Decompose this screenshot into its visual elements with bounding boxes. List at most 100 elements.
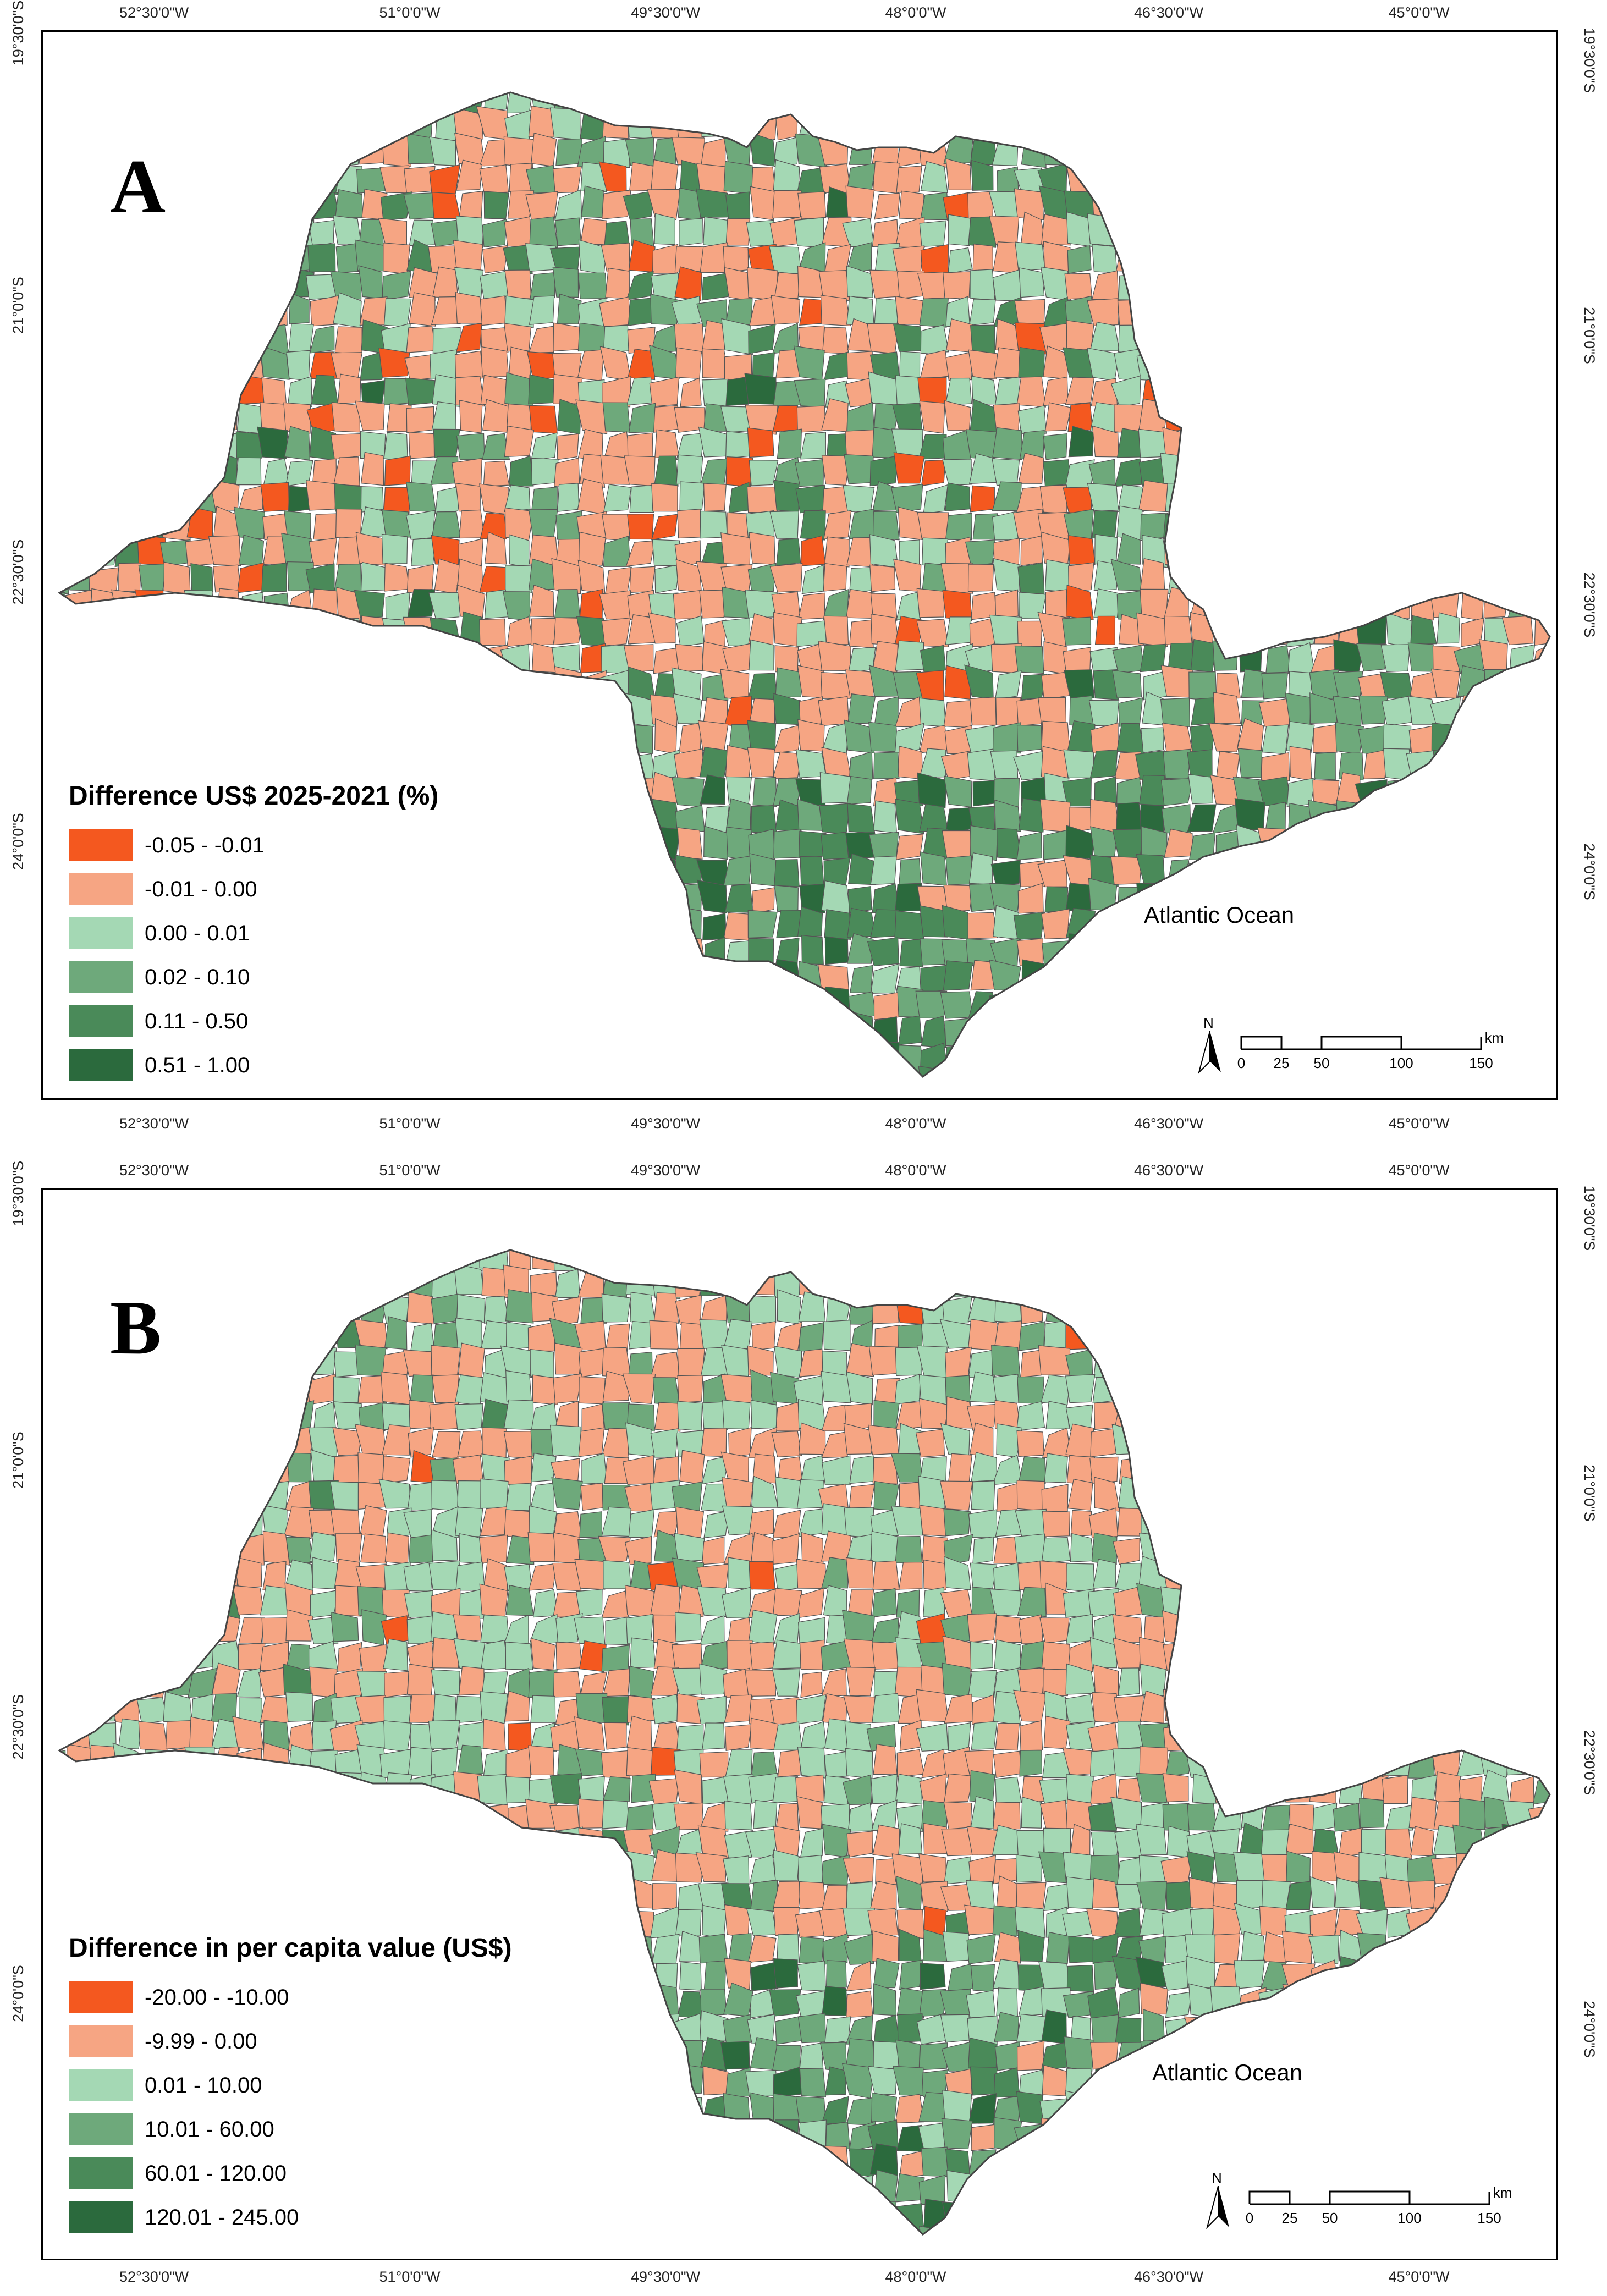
municipality-cell bbox=[822, 1190, 851, 1219]
municipality-map bbox=[58, 32, 1556, 1078]
municipality-cell bbox=[116, 297, 140, 327]
municipality-cell bbox=[1283, 452, 1314, 484]
municipality-cell bbox=[163, 1691, 192, 1725]
municipality-cell bbox=[1532, 801, 1550, 832]
municipality-cell bbox=[407, 1250, 435, 1271]
municipality-cell bbox=[1066, 1269, 1093, 1298]
municipality-cell bbox=[796, 1042, 824, 1075]
municipality-cell bbox=[1509, 2094, 1535, 2125]
municipality-cell bbox=[1359, 2017, 1388, 2044]
municipality-cell bbox=[164, 293, 190, 324]
municipality-cell bbox=[288, 1800, 315, 1831]
municipality-cell bbox=[1506, 911, 1532, 940]
municipality-cell bbox=[873, 2170, 898, 2205]
municipality-cell bbox=[407, 1881, 437, 1912]
municipality-cell bbox=[773, 1907, 800, 1938]
municipality-cell bbox=[260, 1369, 289, 1403]
municipality-cell bbox=[580, 1216, 604, 1244]
municipality-cell bbox=[457, 1480, 485, 1512]
municipality-cell bbox=[1091, 1250, 1120, 1270]
municipality-cell bbox=[142, 1854, 168, 1884]
municipality-cell bbox=[479, 1855, 510, 1884]
municipality-cell bbox=[284, 614, 315, 646]
municipality-cell bbox=[403, 752, 434, 780]
municipality-cell bbox=[899, 1959, 924, 1990]
municipality-cell bbox=[1265, 1291, 1288, 1324]
municipality-cell bbox=[1527, 53, 1556, 86]
municipality-cell bbox=[867, 2066, 898, 2096]
municipality-cell bbox=[137, 1427, 167, 1458]
municipality-cell bbox=[212, 753, 240, 781]
municipality-cell bbox=[1188, 345, 1216, 377]
municipality-cell bbox=[59, 1850, 68, 1883]
municipality-cell bbox=[404, 1799, 436, 1831]
municipality-cell bbox=[136, 1697, 168, 1725]
municipality-cell bbox=[1065, 1720, 1096, 1750]
municipality-cell bbox=[823, 563, 847, 592]
municipality-cell bbox=[970, 324, 995, 355]
municipality-cell bbox=[631, 32, 653, 59]
municipality-cell bbox=[158, 452, 190, 484]
municipality-cell bbox=[894, 910, 924, 940]
municipality-cell bbox=[1285, 92, 1313, 112]
municipality-cell bbox=[59, 1431, 70, 1459]
municipality-cell bbox=[873, 1983, 897, 2016]
municipality-cell bbox=[456, 993, 485, 1020]
municipality-cell bbox=[1355, 456, 1385, 487]
municipality-cell bbox=[553, 1072, 582, 1077]
municipality-cell bbox=[818, 1044, 850, 1073]
municipality-cell bbox=[260, 644, 290, 673]
north-arrow-icon bbox=[1198, 1031, 1221, 1075]
municipality-cell bbox=[1314, 378, 1339, 407]
municipality-cell bbox=[259, 1214, 288, 1243]
municipality-cell bbox=[1208, 458, 1239, 487]
municipality-cell bbox=[114, 1803, 142, 1832]
municipality-cell bbox=[1485, 293, 1507, 327]
municipality-cell bbox=[451, 932, 483, 967]
municipality-cell bbox=[721, 618, 751, 646]
municipality-cell bbox=[477, 832, 509, 861]
municipality-cell bbox=[1335, 216, 1364, 245]
municipality-cell bbox=[1014, 645, 1044, 674]
municipality-cell bbox=[1187, 1480, 1217, 1511]
municipality-cell bbox=[1407, 2069, 1433, 2099]
municipality-cell bbox=[1016, 697, 1043, 726]
municipality-cell bbox=[920, 645, 946, 674]
municipality-cell bbox=[164, 1507, 192, 1539]
municipality-cell bbox=[407, 588, 436, 618]
municipality-cell bbox=[114, 698, 140, 726]
municipality-cell bbox=[845, 669, 874, 700]
municipality-cell bbox=[552, 883, 584, 913]
municipality-cell bbox=[626, 271, 654, 300]
municipality-cell bbox=[895, 1250, 922, 1269]
municipality-cell bbox=[1164, 2096, 1192, 2124]
municipality-cell bbox=[383, 1561, 411, 1593]
municipality-cell bbox=[1384, 350, 1411, 379]
municipality-cell bbox=[308, 192, 339, 220]
municipality-cell bbox=[1337, 426, 1362, 462]
municipality-cell bbox=[799, 2042, 824, 2071]
municipality-cell bbox=[895, 295, 924, 325]
municipality-cell bbox=[1234, 1401, 1264, 1433]
municipality-cell bbox=[922, 537, 949, 568]
municipality-cell bbox=[1208, 1667, 1240, 1697]
municipality-cell bbox=[1019, 1640, 1045, 1671]
municipality-cell bbox=[1263, 1744, 1291, 1777]
municipality-cell bbox=[59, 1697, 70, 1725]
municipality-cell bbox=[382, 643, 411, 672]
municipality-cell bbox=[1286, 721, 1315, 754]
municipality-cell bbox=[1357, 1986, 1385, 2016]
municipality-cell bbox=[971, 1191, 997, 1219]
municipality-cell bbox=[647, 109, 680, 139]
municipality-cell bbox=[821, 1557, 848, 1589]
municipality-cell bbox=[1265, 645, 1291, 674]
municipality-cell bbox=[1356, 643, 1387, 672]
municipality-cell bbox=[1016, 1882, 1047, 1911]
municipality-cell bbox=[1262, 589, 1291, 619]
municipality-cell bbox=[1020, 2146, 1045, 2178]
municipality-cell bbox=[774, 1563, 800, 1592]
municipality-cell bbox=[1236, 1880, 1265, 1909]
municipality-cell bbox=[456, 1294, 486, 1323]
municipality-cell bbox=[190, 1857, 216, 1884]
legend-swatch bbox=[69, 961, 133, 993]
